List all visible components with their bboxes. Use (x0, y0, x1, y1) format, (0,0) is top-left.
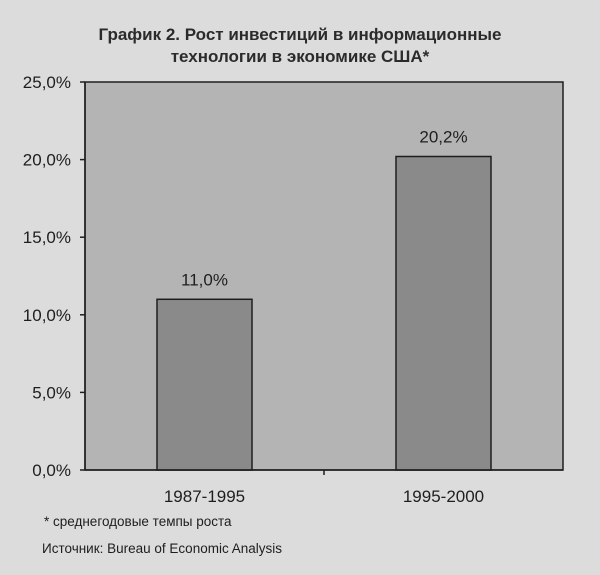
data-label: 20,2% (419, 127, 467, 146)
x-category-label: 1987-1995 (164, 487, 245, 506)
bar (395, 155, 492, 471)
y-tick-label: 10,0% (23, 306, 71, 325)
bar (156, 298, 253, 471)
chart-title-line-2: технологии в экономике США* (171, 47, 430, 66)
y-tick-label: 5,0% (32, 383, 71, 402)
y-axis-ticks: 0,0% 5,0% 10,0% 15,0% 20,0% 25,0% (23, 73, 85, 480)
x-category-label: 1995-2000 (403, 487, 484, 506)
bars: 11,0% 1987-1995 20,2% 1995-2000 (156, 127, 492, 506)
y-tick-label: 25,0% (23, 73, 71, 92)
footnote: * среднегодовые темпы роста (44, 514, 232, 529)
y-tick-label: 0,0% (32, 461, 71, 480)
data-label: 11,0% (181, 270, 228, 289)
chart-title-line-1: График 2. Рост инвестиций в информационн… (98, 25, 501, 44)
y-tick-label: 20,0% (23, 151, 71, 170)
y-tick-label: 15,0% (23, 228, 71, 247)
source-note: Источник: Bureau of Economic Analysis (42, 541, 282, 556)
